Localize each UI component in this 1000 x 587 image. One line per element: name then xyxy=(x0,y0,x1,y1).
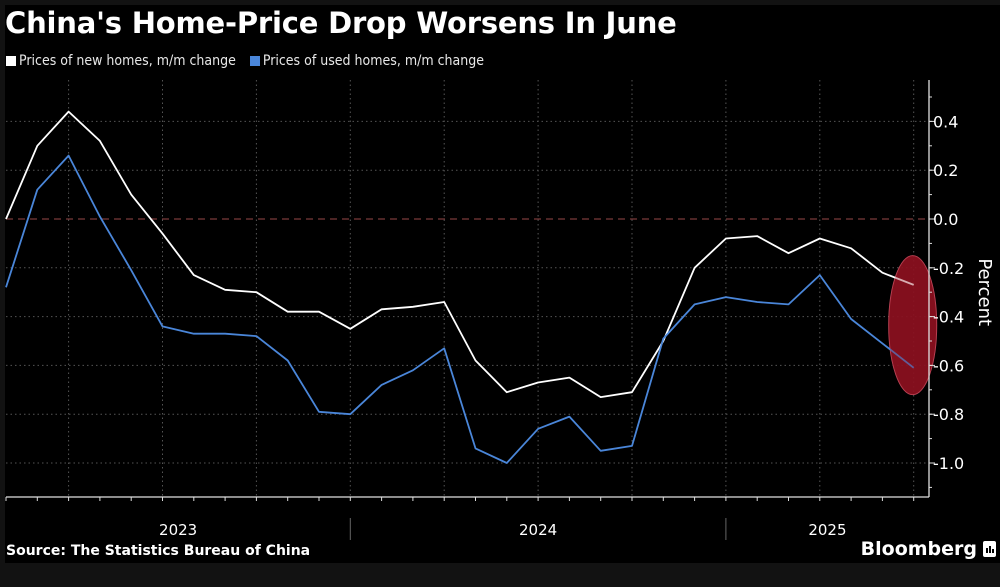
highlight-ellipse xyxy=(888,255,938,396)
y-tick-label: -0.4 xyxy=(933,308,964,327)
brand-name: Bloomberg xyxy=(860,538,977,560)
bloomberg-brand: Bloomberg xyxy=(861,538,996,560)
y-tick-label: 0.0 xyxy=(933,210,958,229)
legend-label-new-homes: Prices of new homes, m/m change xyxy=(19,53,236,69)
legend-item-used-homes: Prices of used homes, m/m change xyxy=(249,53,484,69)
legend-item-new-homes: Prices of new homes, m/m change xyxy=(6,53,236,69)
y-tick-label: -0.2 xyxy=(933,259,964,278)
legend-label-used-homes: Prices of used homes, m/m change xyxy=(262,53,484,69)
series-line-used-homes xyxy=(5,154,915,464)
y-tick-label: 0.2 xyxy=(933,161,958,180)
gridlines xyxy=(6,80,929,497)
bloomberg-logo-icon xyxy=(983,541,996,557)
y-tick-label: -1.0 xyxy=(933,454,964,473)
chart-background xyxy=(5,5,1000,563)
axes: 0.4 0.2 0.0 -0.2 -0.4 -0.6 -0.8 -1.0 2023 2024 202… xyxy=(5,80,995,540)
legend: Prices of new homes, m/m change Prices o… xyxy=(6,53,484,69)
x-year-label: 2024 xyxy=(519,521,557,539)
legend-swatch-used-homes xyxy=(249,56,260,66)
y-tick-label: -0.6 xyxy=(933,356,964,375)
x-year-label: 2025 xyxy=(808,521,846,539)
y-tick-label: 0.4 xyxy=(933,112,958,131)
highlight-overlay xyxy=(888,255,937,395)
source-note: Source: The Statistics Bureau of China xyxy=(6,543,311,559)
highlight-layer xyxy=(888,255,938,396)
chart-title: China's Home-Price Drop Worsens In June xyxy=(5,6,677,40)
y-tick-label: -0.8 xyxy=(933,405,964,424)
y-axis-title: Percent xyxy=(974,258,995,326)
series-lines xyxy=(5,110,937,464)
legend-swatch-new-homes xyxy=(6,56,16,66)
x-year-label: 2023 xyxy=(159,521,197,539)
series-line-new-homes xyxy=(5,110,915,399)
